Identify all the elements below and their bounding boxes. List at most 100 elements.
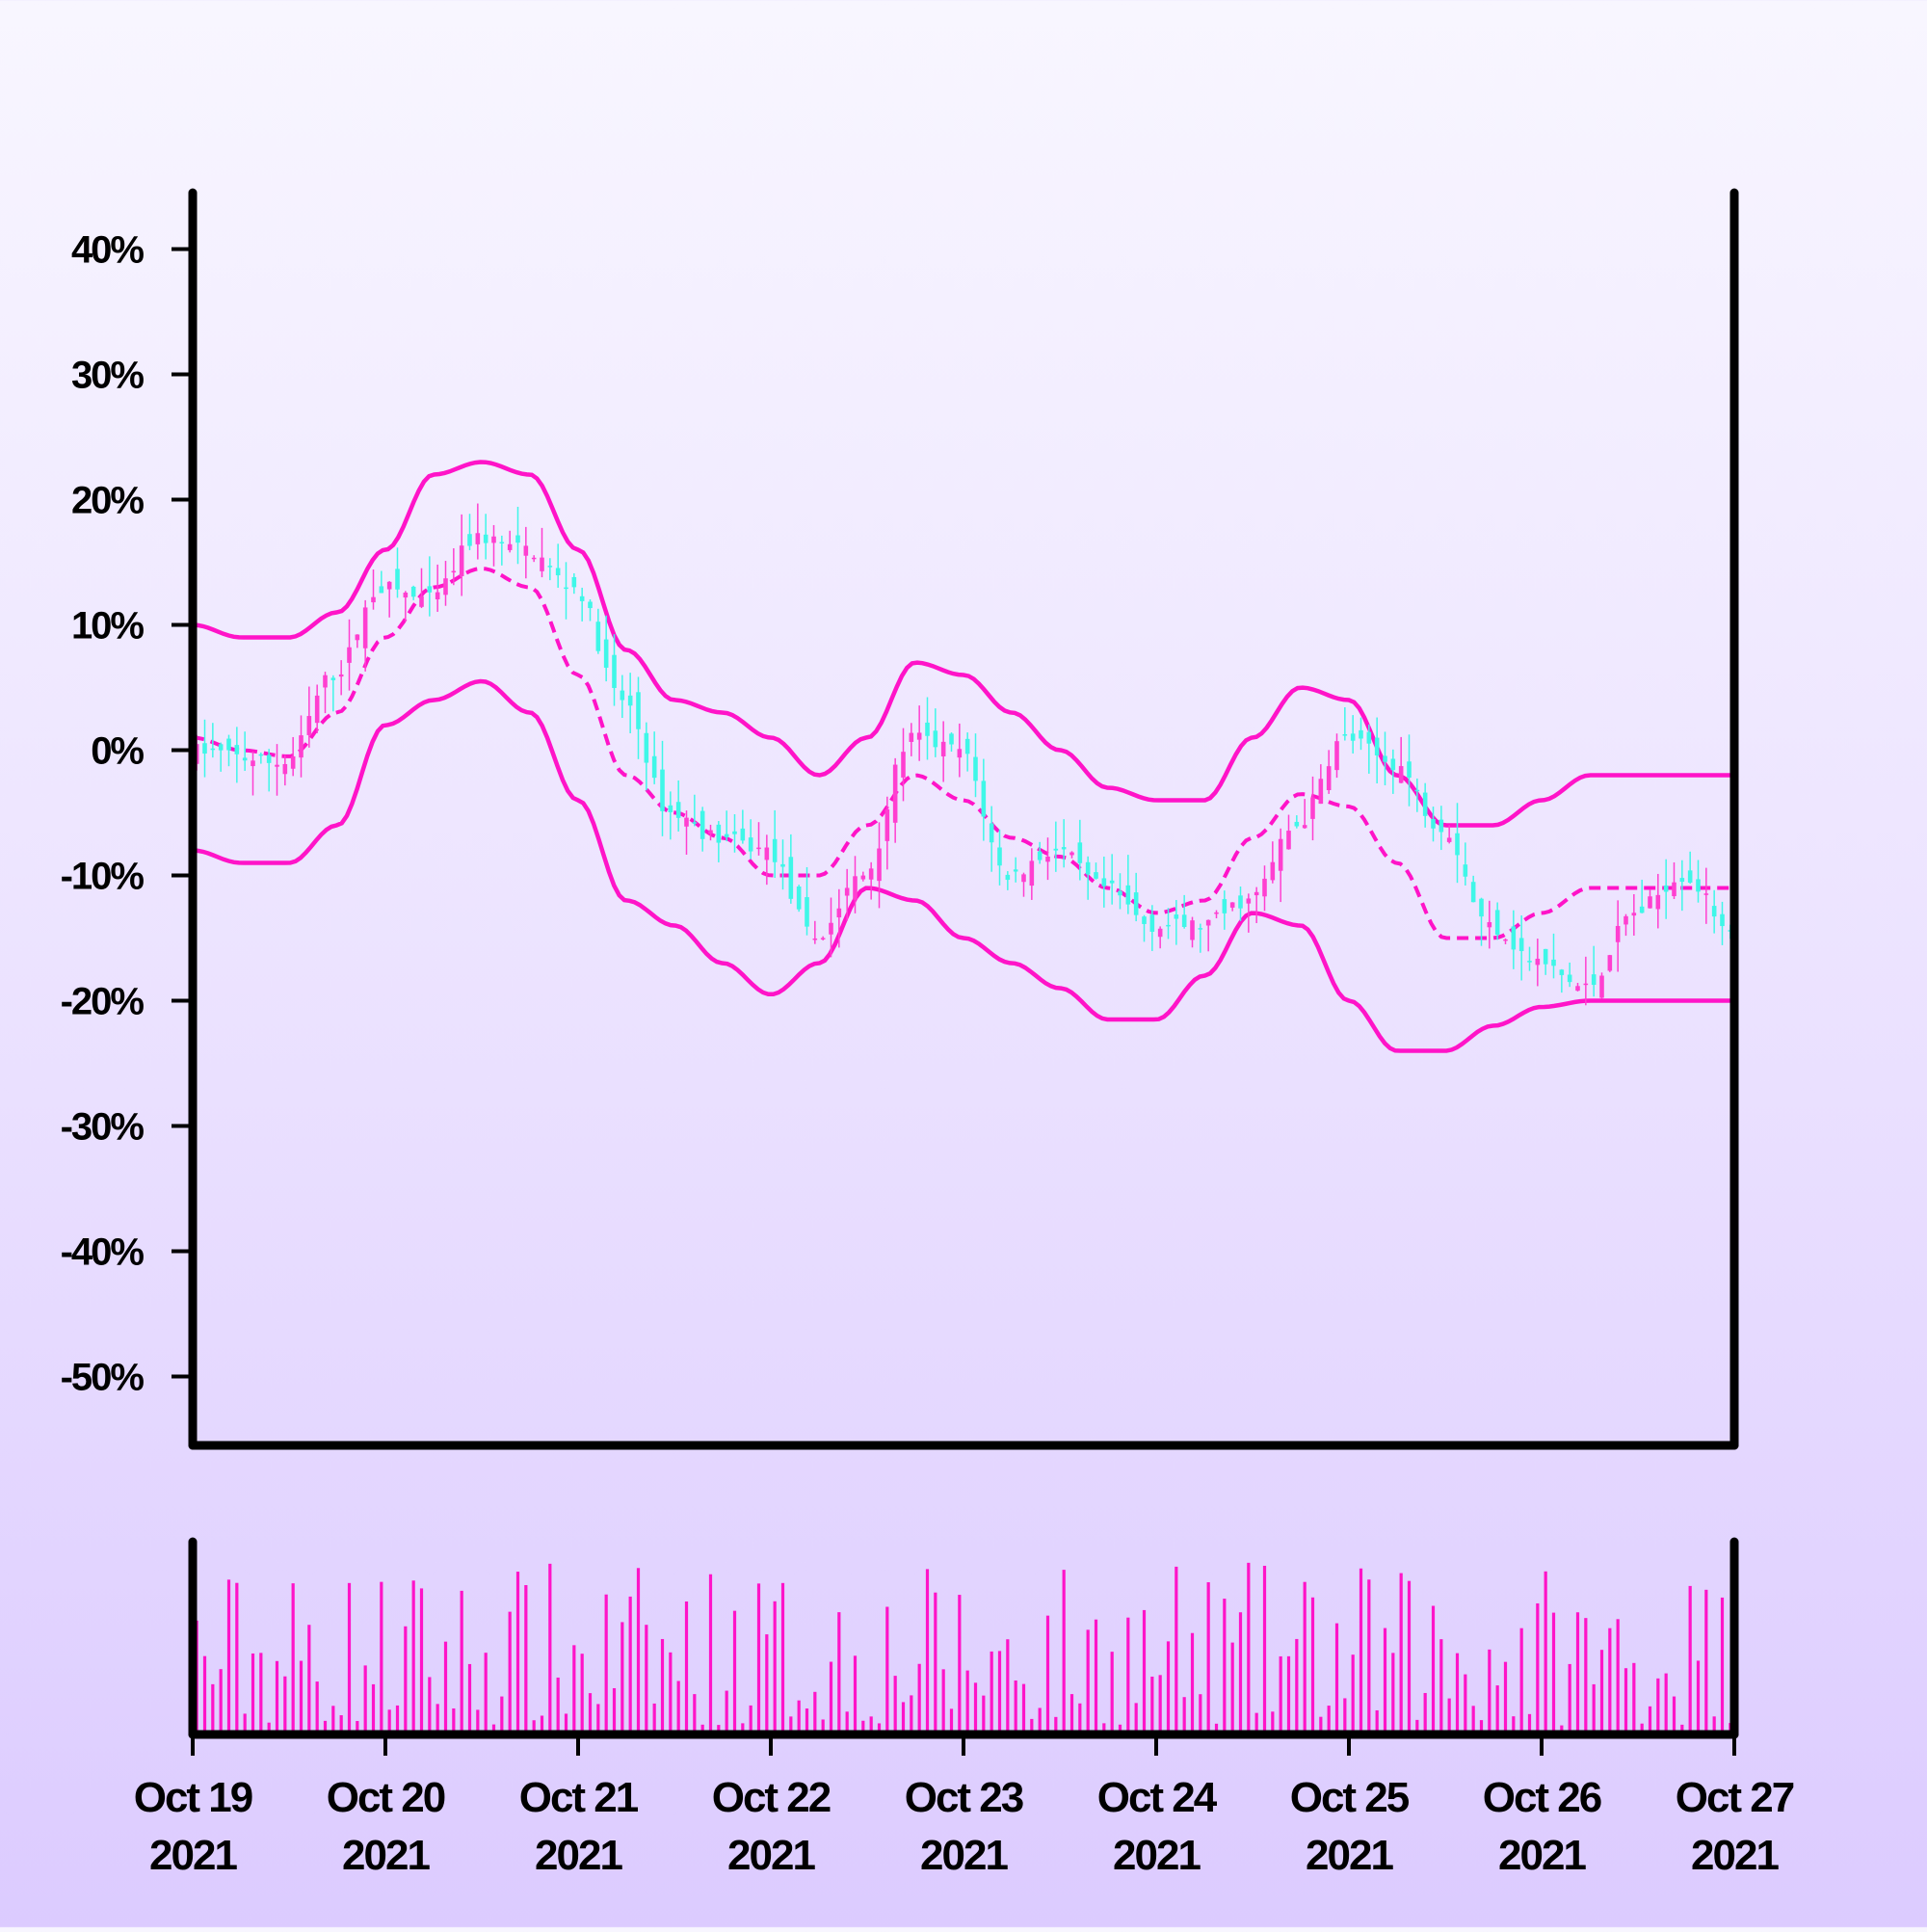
candle-body xyxy=(515,535,520,543)
price-panel: 40% 30% 20% 10% 0% -10% -20% -30% -40% -50% xyxy=(61,188,1739,1450)
y-tick-label: 10% xyxy=(71,605,144,648)
volume-bar xyxy=(941,1669,945,1734)
candle-body xyxy=(1061,847,1067,850)
candle-body xyxy=(1648,896,1652,909)
volume-bar xyxy=(588,1693,593,1734)
candle-body xyxy=(323,675,328,688)
volume-bar xyxy=(339,1715,343,1734)
candle-body xyxy=(1166,924,1171,927)
candle-body xyxy=(964,738,970,754)
volume-bar xyxy=(500,1696,504,1734)
volume-bar xyxy=(749,1705,752,1734)
candle-body xyxy=(1294,821,1300,827)
candle-body xyxy=(1439,819,1444,833)
volume-bar xyxy=(773,1601,777,1734)
volume-bar xyxy=(1118,1724,1122,1734)
candle-body xyxy=(740,828,746,841)
candle-body xyxy=(427,586,433,593)
volume-bar xyxy=(283,1676,287,1734)
candle-body xyxy=(1703,893,1709,895)
volume-bar xyxy=(1230,1642,1234,1734)
candle-body xyxy=(1679,878,1685,883)
volume-bar xyxy=(1094,1619,1098,1734)
volume-bar xyxy=(1464,1674,1467,1734)
volume-bar xyxy=(428,1677,432,1734)
volume-bar xyxy=(1319,1716,1323,1734)
volume-bar xyxy=(436,1704,439,1734)
volume-bar xyxy=(395,1705,400,1734)
candle-body xyxy=(788,857,794,899)
candle-body xyxy=(588,601,593,609)
candle-body xyxy=(459,545,464,576)
candle-body xyxy=(1599,975,1604,998)
volume-panel: Oct 19 2021 Oct 20 2021 Oct 21 2021 Oct 22 2021… xyxy=(134,1537,1796,1879)
volume-bar xyxy=(1214,1723,1219,1734)
candle-body xyxy=(1326,766,1332,791)
candle-body xyxy=(371,596,376,603)
volume-bar xyxy=(1447,1698,1451,1734)
volume-bar xyxy=(636,1568,641,1734)
candle-body xyxy=(1615,925,1621,942)
x-tick-label-date: Oct 20 xyxy=(327,1774,445,1821)
y-tick-label: 30% xyxy=(71,355,144,397)
volume-bar xyxy=(1568,1663,1571,1734)
volume-bar xyxy=(1030,1718,1034,1734)
candle-body xyxy=(1518,938,1524,952)
volume-bar xyxy=(934,1592,937,1734)
candle-body xyxy=(1527,961,1532,963)
volume-bar xyxy=(1720,1597,1725,1734)
candle-body xyxy=(627,695,633,706)
candle-body xyxy=(1543,948,1548,965)
candle-body xyxy=(780,863,785,867)
candle-body xyxy=(1318,779,1324,805)
volume-bar xyxy=(323,1720,328,1734)
candle-body xyxy=(499,542,505,543)
candle-body xyxy=(251,760,255,767)
candle-body xyxy=(306,716,312,735)
volume-bar xyxy=(1334,1623,1339,1734)
candle-body xyxy=(234,745,240,754)
volume-bar xyxy=(1182,1697,1186,1734)
volume-bar xyxy=(1479,1720,1484,1734)
volume-bar xyxy=(1062,1570,1066,1734)
volume-bar xyxy=(732,1610,737,1734)
x-tick-label-date: Oct 24 xyxy=(1097,1774,1218,1821)
volume-bar xyxy=(211,1683,215,1734)
x-tick-label-year: 2021 xyxy=(1691,1832,1779,1879)
candle-body xyxy=(355,634,360,641)
volume-bar xyxy=(982,1695,986,1734)
candle-body xyxy=(877,848,882,882)
candle-body xyxy=(916,732,922,740)
candle-body xyxy=(1551,959,1556,966)
candle-body xyxy=(1567,974,1572,983)
candle-body xyxy=(1174,914,1179,919)
x-tick-label-date: Oct 22 xyxy=(712,1774,831,1821)
candle-body xyxy=(949,733,954,745)
volume-bar xyxy=(1238,1612,1243,1734)
candle-body xyxy=(772,838,778,862)
candle-body xyxy=(330,677,336,680)
volume-bar xyxy=(853,1655,858,1734)
volume-bar xyxy=(780,1582,785,1734)
volume-bar xyxy=(885,1606,889,1734)
x-tick-label-date: Oct 25 xyxy=(1290,1774,1410,1821)
volume-bar xyxy=(1407,1580,1412,1734)
volume-bar xyxy=(1343,1698,1347,1734)
candle-body xyxy=(692,822,698,824)
volume-bar xyxy=(1126,1617,1130,1734)
volume-bar xyxy=(797,1700,801,1734)
volume-bar xyxy=(1584,1618,1588,1734)
volume-bar xyxy=(524,1585,528,1734)
volume-bar xyxy=(869,1716,873,1734)
candle-body xyxy=(379,586,384,594)
candle-body xyxy=(1696,879,1701,892)
candle-body xyxy=(1623,915,1628,925)
lower-band-line xyxy=(192,678,1734,1053)
volume-bar xyxy=(1310,1597,1315,1734)
candle-body xyxy=(1487,922,1492,928)
volume-bar xyxy=(1664,1673,1668,1734)
volume-bar xyxy=(1391,1653,1395,1734)
candle-body xyxy=(282,763,288,775)
candle-body xyxy=(1687,870,1693,883)
volume-bar xyxy=(419,1588,424,1734)
